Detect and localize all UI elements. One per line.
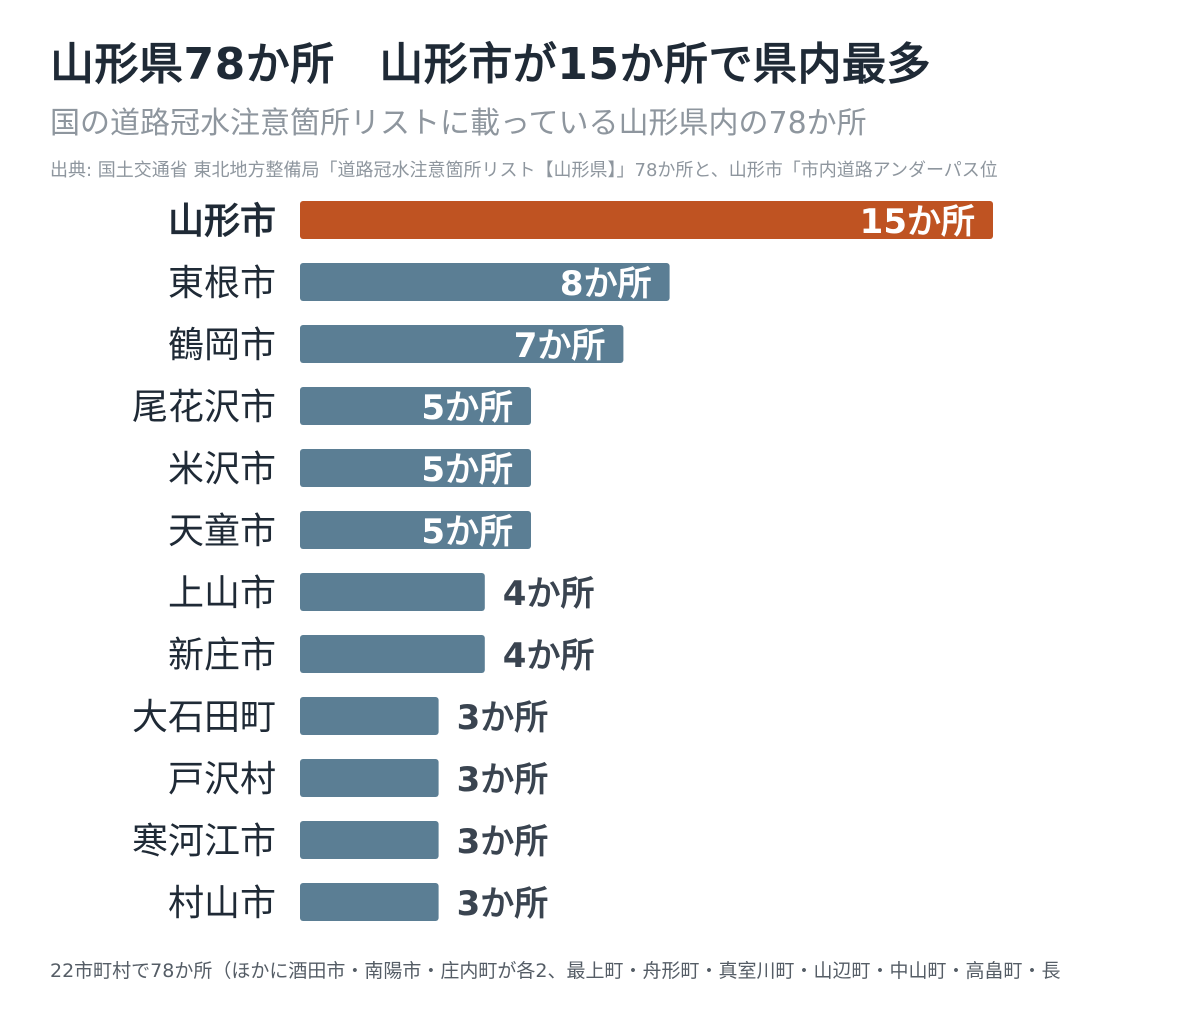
chart-title: 山形県78か所 山形市が15か所で県内最多: [50, 39, 931, 90]
footnote: 22市町村で78か所（ほかに酒田市・南陽市・庄内町が各2、最上町・舟形町・真室川…: [50, 960, 1061, 982]
value-label: 3か所: [457, 760, 549, 800]
bar: [300, 263, 670, 301]
value-label: 3か所: [457, 698, 549, 738]
value-label: 15か所: [860, 202, 975, 242]
bar: [300, 821, 439, 859]
bar: [300, 449, 531, 487]
bar: [300, 697, 439, 735]
bar: [300, 759, 439, 797]
value-label: 3か所: [457, 822, 549, 862]
chart-subtitle: 国の道路冠水注意箇所リストに載っている山形県内の78か所: [50, 106, 867, 141]
source-note: 出典: 国土交通省 東北地方整備局「道路冠水注意箇所リスト【山形県】」78か所と…: [50, 160, 998, 181]
category-label: 大石田町: [132, 697, 276, 738]
category-label: 尾花沢市: [132, 387, 276, 428]
bar: [300, 635, 485, 673]
bar: [300, 387, 531, 425]
category-label: 山形市: [168, 201, 276, 242]
value-label: 8か所: [560, 264, 652, 304]
bar: [300, 573, 485, 611]
category-label: 鶴岡市: [168, 325, 276, 366]
value-label: 3か所: [457, 884, 549, 924]
value-label: 5か所: [421, 512, 513, 552]
bar: [300, 325, 624, 363]
value-label: 5か所: [421, 450, 513, 490]
value-label: 4か所: [503, 636, 595, 676]
category-label: 米沢市: [168, 449, 276, 490]
bar: [300, 883, 439, 921]
category-label: 新庄市: [168, 635, 276, 676]
category-label: 上山市: [168, 573, 276, 614]
value-label: 7か所: [514, 326, 606, 366]
category-label: 村山市: [168, 883, 276, 924]
bar: [300, 201, 993, 239]
category-label: 東根市: [168, 263, 276, 304]
value-label: 4か所: [503, 574, 595, 614]
category-label: 寒河江市: [132, 821, 276, 862]
category-label: 戸沢村: [168, 759, 276, 800]
value-label: 5か所: [421, 388, 513, 428]
bar: [300, 511, 531, 549]
category-label: 天童市: [168, 511, 276, 552]
